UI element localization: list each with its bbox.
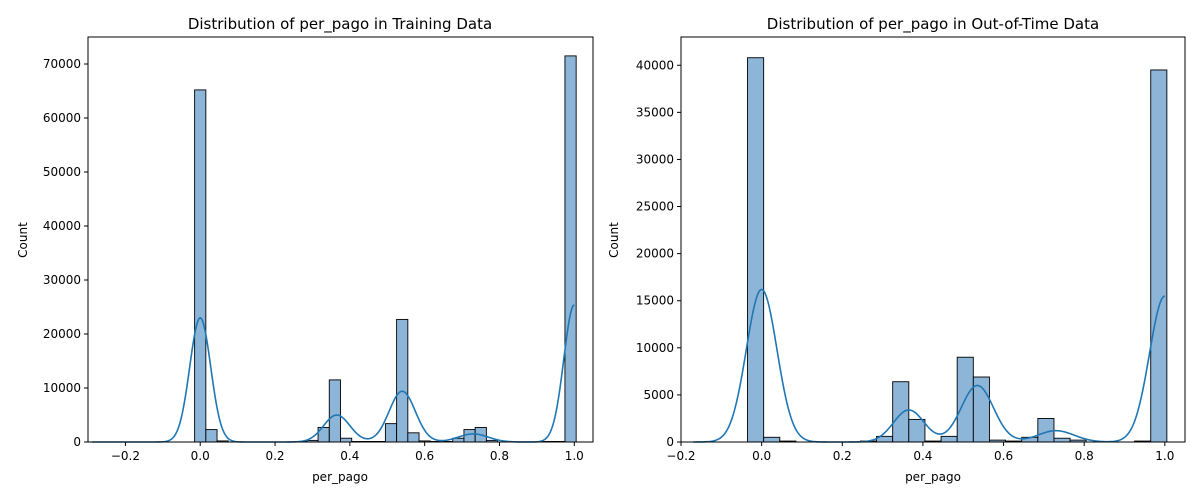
histogram-bar bbox=[564, 55, 577, 443]
x-tick-label: −0.2 bbox=[111, 449, 140, 463]
y-tick-label: 20000 bbox=[636, 247, 674, 261]
x-tick-label: 0.8 bbox=[1075, 449, 1094, 463]
y-tick-label: 30000 bbox=[43, 273, 81, 287]
x-tick-label: 0.4 bbox=[913, 449, 932, 463]
y-tick-label: 20000 bbox=[43, 327, 81, 341]
x-tick-label: 0.2 bbox=[833, 449, 852, 463]
x-axis-label: per_pago bbox=[312, 470, 368, 484]
y-tick-label: 40000 bbox=[43, 219, 81, 233]
plot-frame bbox=[87, 36, 594, 443]
y-tick-label: 0 bbox=[666, 435, 674, 449]
y-tick-label: 70000 bbox=[43, 57, 81, 71]
y-tick-label: 25000 bbox=[636, 200, 674, 214]
histogram-bars bbox=[194, 55, 577, 443]
histogram-bar bbox=[340, 437, 353, 443]
histogram-bar bbox=[763, 436, 781, 443]
histogram-bar bbox=[407, 432, 420, 443]
x-tick-label: 0.6 bbox=[994, 449, 1013, 463]
histogram-bar bbox=[747, 57, 765, 443]
x-tick-label: 0.0 bbox=[752, 449, 771, 463]
histogram-bars bbox=[747, 57, 1168, 443]
x-tick-label: 0.2 bbox=[265, 449, 284, 463]
histogram-bar bbox=[396, 318, 409, 443]
chart-title: Distribution of per_pago in Out-of-Time … bbox=[767, 15, 1099, 34]
x-tick-label: 0.4 bbox=[340, 449, 359, 463]
chart-title: Distribution of per_pago in Training Dat… bbox=[188, 15, 492, 34]
y-tick-label: 50000 bbox=[43, 165, 81, 179]
histogram-bar bbox=[892, 381, 910, 443]
y-tick-label: 30000 bbox=[636, 152, 674, 166]
y-axis-label: Count bbox=[16, 222, 30, 258]
histogram-bar bbox=[463, 429, 476, 443]
x-tick-label: 1.0 bbox=[565, 449, 584, 463]
y-tick-label: 0 bbox=[73, 435, 81, 449]
panel-training: Distribution of per_pago in Training Dat… bbox=[16, 15, 594, 484]
histogram-bar bbox=[1150, 69, 1168, 443]
x-tick-label: 1.0 bbox=[1155, 449, 1174, 463]
histogram-bar bbox=[908, 418, 926, 443]
plot-frame bbox=[680, 36, 1186, 443]
x-axis-ticks: −0.2 0.0 0.2 0.4 0.6 0.8 1.0 bbox=[111, 442, 584, 463]
y-tick-label: 15000 bbox=[636, 294, 674, 308]
y-tick-label: 40000 bbox=[636, 58, 674, 72]
x-tick-label: 0.8 bbox=[490, 449, 509, 463]
x-tick-label: −0.2 bbox=[666, 449, 695, 463]
kde-curve bbox=[693, 288, 1166, 443]
histogram-bar bbox=[384, 423, 398, 443]
histogram-bar bbox=[205, 429, 218, 443]
y-tick-label: 5000 bbox=[643, 388, 674, 402]
x-tick-label: 0.0 bbox=[191, 449, 210, 463]
x-axis-label: per_pago bbox=[905, 470, 961, 484]
y-axis-ticks: 0 5000 10000 15000 20000 25000 30000 35000 40000 bbox=[636, 58, 681, 449]
panel-out-of-time: Distribution of per_pago in Out-of-Time … bbox=[607, 15, 1186, 484]
y-tick-label: 60000 bbox=[43, 111, 81, 125]
y-axis-label: Count bbox=[607, 222, 621, 258]
histogram-bar bbox=[328, 379, 341, 443]
histogram-bar bbox=[1053, 437, 1071, 443]
histogram-bar bbox=[940, 435, 958, 443]
x-tick-label: 0.6 bbox=[415, 449, 434, 463]
y-tick-label: 10000 bbox=[43, 381, 81, 395]
y-axis-ticks: 0 10000 20000 30000 40000 50000 60000 70000 bbox=[43, 57, 88, 449]
y-tick-label: 10000 bbox=[636, 341, 674, 355]
y-tick-label: 35000 bbox=[636, 105, 674, 119]
x-axis-ticks: −0.2 0.0 0.2 0.4 0.6 0.8 1.0 bbox=[666, 442, 1174, 463]
histogram-bar bbox=[194, 89, 207, 443]
kde-curve bbox=[91, 304, 575, 443]
